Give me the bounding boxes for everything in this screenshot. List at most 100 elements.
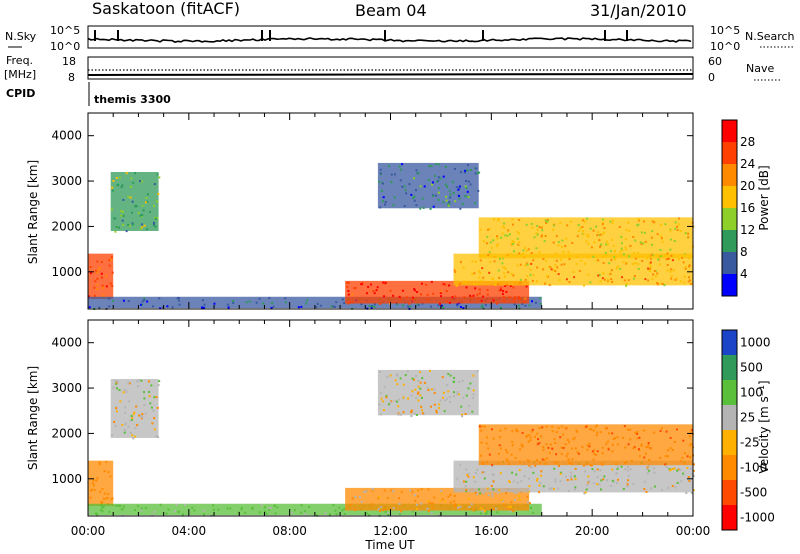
velocity-echo-cell [632,447,635,450]
power-echo-cell [448,201,451,204]
power-echo-cell [648,262,651,265]
power-echo-cell [392,204,395,207]
power-echo-cell [502,257,505,260]
power-colorbar-tick: 8 [740,245,748,259]
power-ytick-label: 4000 [51,129,82,143]
velocity-echo-cell [379,510,382,513]
velocity-echo-cell [181,513,184,516]
power-echo-cell [451,181,454,184]
velocity-echo-cell [546,457,549,460]
velocity-echo-cell [492,488,495,491]
power-echo-cell [431,183,434,186]
power-echo-cell [682,261,685,264]
power-echo-cell [472,294,475,297]
velocity-echo-cell [593,449,596,452]
power-echo-cell [449,196,452,199]
power-echo-cell [487,254,490,257]
velocity-echo-cell [131,416,134,419]
velocity-echo-cell [274,512,277,515]
power-echo-cell [512,242,515,245]
velocity-echo-cell [452,380,455,383]
power-echo-cell [619,251,622,254]
power-echo-cell [152,305,155,308]
velocity-echo-cell [688,435,691,438]
velocity-echo-cell [676,469,679,472]
velocity-echo-cell [452,500,455,503]
velocity-echo-cell [671,485,674,488]
power-echo-cell [521,302,524,305]
velocity-echo-cell [396,383,399,386]
velocity-echo-cell [458,380,461,383]
power-echo-cell [398,165,401,168]
velocity-echo-cell [96,477,99,480]
velocity-echo-cell [478,488,481,491]
velocity-echo-cell [329,514,332,517]
velocity-echo-cell [576,430,579,433]
velocity-echo-cell [589,464,592,467]
power-echo-cell [687,236,690,239]
velocity-echo-cell [611,432,614,435]
power-echo-cell [271,301,274,304]
power-echo-cell [457,188,460,191]
power-echo-cell [625,284,628,287]
power-echo-cell [378,180,381,183]
power-echo-cell [437,179,440,182]
power-echo-cell [478,270,481,273]
power-echo-cell [471,260,474,263]
velocity-echo-cell [513,491,516,494]
power-echo-cell [536,266,539,269]
power-echo-cell [688,276,691,279]
velocity-echo-cell [435,411,438,414]
power-echo-cell [451,296,454,299]
velocity-echo-cell [617,465,620,468]
power-echo-cell [476,297,479,300]
power-echo-cell [603,278,606,281]
velocity-echo-cell [147,380,150,383]
velocity-echo-cell [660,427,663,430]
power-echo-cell [656,282,659,285]
power-echo-cell [245,301,248,304]
velocity-echo-cell [153,417,156,420]
power-echo-cell [158,297,161,300]
power-echo-cell [625,282,628,285]
power-echo-cell [650,236,653,239]
velocity-echo-cell [565,426,568,429]
power-echo-cell [129,196,132,199]
power-echo-cell [431,181,434,184]
velocity-echo-cell [417,385,420,388]
power-echo-cell [567,251,570,254]
power-echo-cell [545,259,548,262]
power-echo-cell [522,249,525,252]
power-echo-cell [89,272,92,275]
station-title: Saskatoon (fitACF) [92,0,240,18]
power-echo-cell [556,266,559,269]
power-echo-cell [139,227,142,230]
velocity-echo-region [88,460,114,507]
velocity-echo-cell [491,493,494,496]
power-echo-cell [459,171,462,174]
velocity-echo-cell [588,480,591,483]
power-echo-cell [466,164,469,167]
power-echo-cell [596,234,599,237]
velocity-echo-cell [615,462,618,465]
power-echo-cell [544,282,547,285]
velocity-echo-cell [454,503,457,506]
power-echo-cell [676,228,679,231]
velocity-echo-cell [479,492,482,495]
velocity-echo-cell [474,472,477,475]
velocity-echo-cell [148,390,151,393]
velocity-echo-cell [668,469,671,472]
velocity-echo-cell [467,387,470,390]
velocity-echo-cell [226,507,229,510]
velocity-echo-cell [98,463,101,466]
velocity-echo-cell [380,397,383,400]
velocity-echo-cell [121,514,124,517]
velocity-echo-cell [399,511,402,514]
velocity-echo-cell [417,391,420,394]
velocity-echo-cell [669,447,672,450]
velocity-echo-cell [536,477,539,480]
power-echo-cell [153,183,156,186]
power-echo-cell [335,301,338,304]
power-echo-cell [634,239,637,242]
velocity-echo-cell [129,431,132,434]
